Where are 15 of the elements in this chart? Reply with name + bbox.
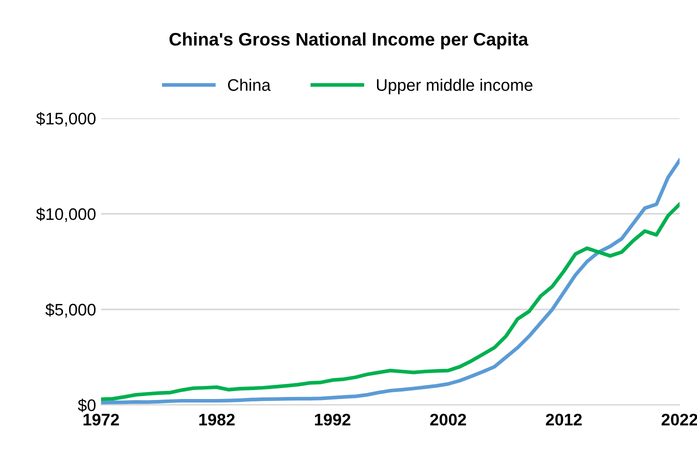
y-tick-label: $5,000 <box>45 303 96 318</box>
line-series <box>101 158 680 404</box>
x-tick-label: 1982 <box>199 414 235 426</box>
y-tick-label: $0 <box>78 398 96 412</box>
y-tick-label: $10,000 <box>36 208 96 222</box>
chart-title: China's Gross National Income per Capita <box>170 32 528 50</box>
legend-label: Upper middle income <box>376 78 532 94</box>
x-tick-label: 2002 <box>430 414 466 426</box>
legend-label: China <box>228 78 271 91</box>
line-series <box>101 202 680 402</box>
y-tick-label: $15,000 <box>36 112 96 126</box>
x-tick-label: 1972 <box>84 414 119 426</box>
x-tick-label: 1992 <box>314 414 350 426</box>
x-tick-label: 2022 <box>662 414 697 426</box>
x-tick-label: 2012 <box>546 414 582 426</box>
